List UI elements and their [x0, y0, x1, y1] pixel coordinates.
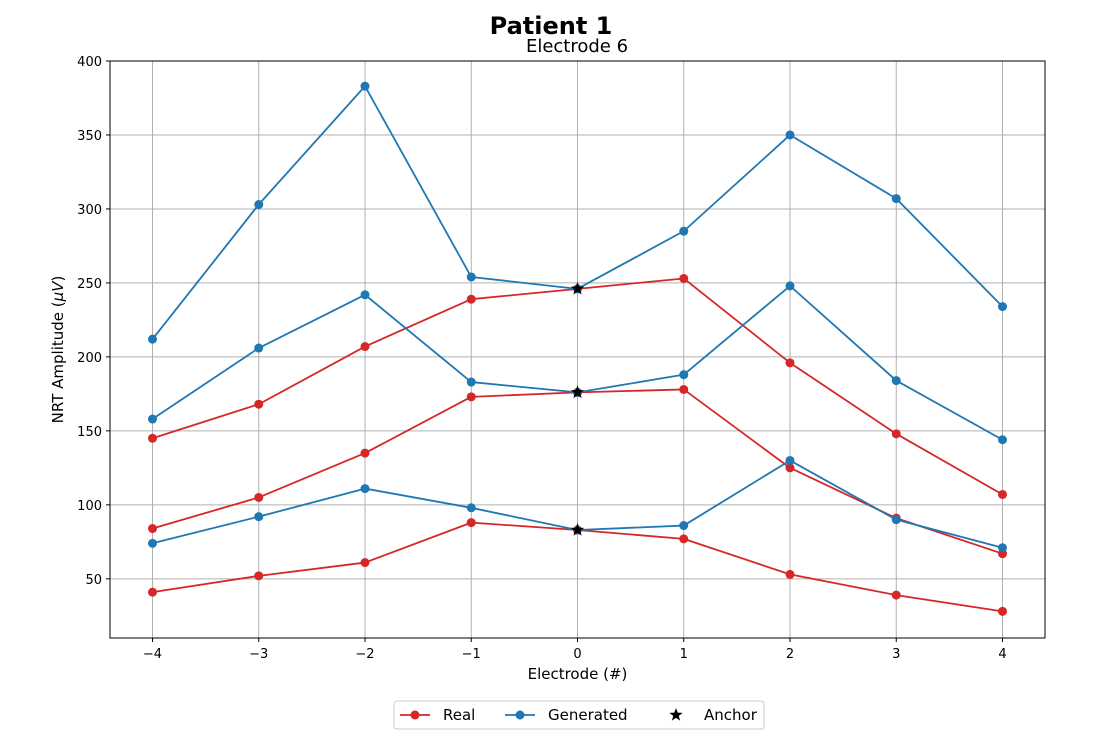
data-point: [148, 538, 157, 548]
data-point: [148, 414, 157, 424]
y-axis-label-text: NRT Amplitude (: [49, 301, 67, 423]
legend-swatch-marker: [410, 710, 420, 720]
data-point: [891, 376, 901, 386]
legend-item-anchor: Anchor: [669, 706, 758, 724]
data-point: [998, 302, 1007, 312]
x-tick-label: 3: [892, 647, 900, 662]
legend-label: Anchor: [704, 706, 758, 724]
x-tick-label: −2: [355, 647, 374, 662]
data-point: [679, 370, 689, 380]
data-point: [148, 587, 157, 597]
y-axis-label: NRT Amplitude (μV): [49, 276, 67, 424]
axis-ticks: −4 −3 −2 −1 0 1 2 3 4 50 100 150 200 250 300 350 400: [77, 55, 1006, 662]
legend-item-real: Real: [400, 706, 475, 724]
legend-label: Real: [443, 706, 475, 724]
data-point: [148, 433, 157, 443]
y-tick-label: 250: [77, 277, 102, 292]
x-tick-label: −1: [462, 647, 481, 662]
data-point: [891, 194, 901, 204]
legend-frame: [393, 700, 765, 730]
data-point: [891, 429, 901, 439]
data-point: [360, 290, 370, 300]
anchor-point: [570, 385, 585, 399]
data-point: [679, 534, 689, 544]
data-point: [254, 571, 264, 581]
legend-swatch-marker: [515, 710, 525, 720]
y-tick-label: 200: [77, 351, 102, 366]
data-point: [998, 543, 1007, 553]
data-point: [785, 455, 795, 465]
legend: Real Generated Anchor: [393, 700, 765, 730]
data-point: [785, 463, 795, 473]
x-tick-label: 2: [786, 647, 794, 662]
y-tick-label: 150: [77, 425, 102, 440]
data-point: [360, 558, 370, 568]
data-point: [466, 518, 476, 528]
x-axis-label: Electrode (#): [528, 665, 628, 683]
data-point: [679, 384, 689, 394]
chart-subtitle: Electrode 6: [526, 36, 628, 57]
data-point: [360, 484, 370, 494]
data-point: [254, 343, 264, 353]
data-point: [148, 334, 157, 344]
series-layer: [148, 81, 1007, 616]
data-point: [679, 521, 689, 531]
data-point: [148, 524, 157, 534]
data-point: [891, 590, 901, 600]
data-point: [360, 448, 370, 458]
data-point: [785, 569, 795, 579]
data-point: [466, 392, 476, 402]
data-point: [254, 399, 264, 409]
y-tick-label: 400: [77, 55, 102, 70]
data-point: [254, 512, 264, 522]
data-point: [254, 200, 264, 210]
anchor-point: [570, 281, 585, 295]
x-tick-label: −3: [249, 647, 268, 662]
y-tick-label: 50: [85, 573, 102, 588]
y-tick-label: 300: [77, 203, 102, 218]
data-point: [998, 489, 1007, 499]
grid: [110, 60, 1045, 638]
legend-label: Generated: [548, 706, 628, 724]
data-point: [891, 515, 901, 525]
data-point: [998, 606, 1007, 616]
data-point: [785, 130, 795, 140]
legend-item-generated: Generated: [505, 706, 628, 724]
y-axis-label-close: ): [49, 276, 67, 282]
data-point: [466, 294, 476, 304]
data-point: [254, 492, 264, 502]
chart-title: Patient 1: [490, 12, 613, 40]
data-point: [998, 435, 1007, 445]
data-point: [679, 226, 689, 236]
x-tick-label: 0: [573, 647, 581, 662]
x-tick-label: 4: [998, 647, 1006, 662]
y-axis-label-unit: μV: [49, 280, 67, 303]
legend-swatch-star: [669, 708, 683, 721]
data-point: [466, 377, 476, 387]
anchor-point: [570, 523, 585, 536]
data-point: [785, 358, 795, 368]
y-tick-label: 100: [77, 499, 102, 514]
x-tick-label: −4: [143, 647, 162, 662]
data-point: [360, 342, 370, 352]
data-point: [466, 272, 476, 282]
data-point: [679, 273, 689, 283]
y-tick-label: 350: [77, 129, 102, 144]
x-tick-label: 1: [680, 647, 688, 662]
data-point: [360, 81, 370, 91]
data-point: [785, 281, 795, 291]
data-point: [466, 503, 476, 513]
